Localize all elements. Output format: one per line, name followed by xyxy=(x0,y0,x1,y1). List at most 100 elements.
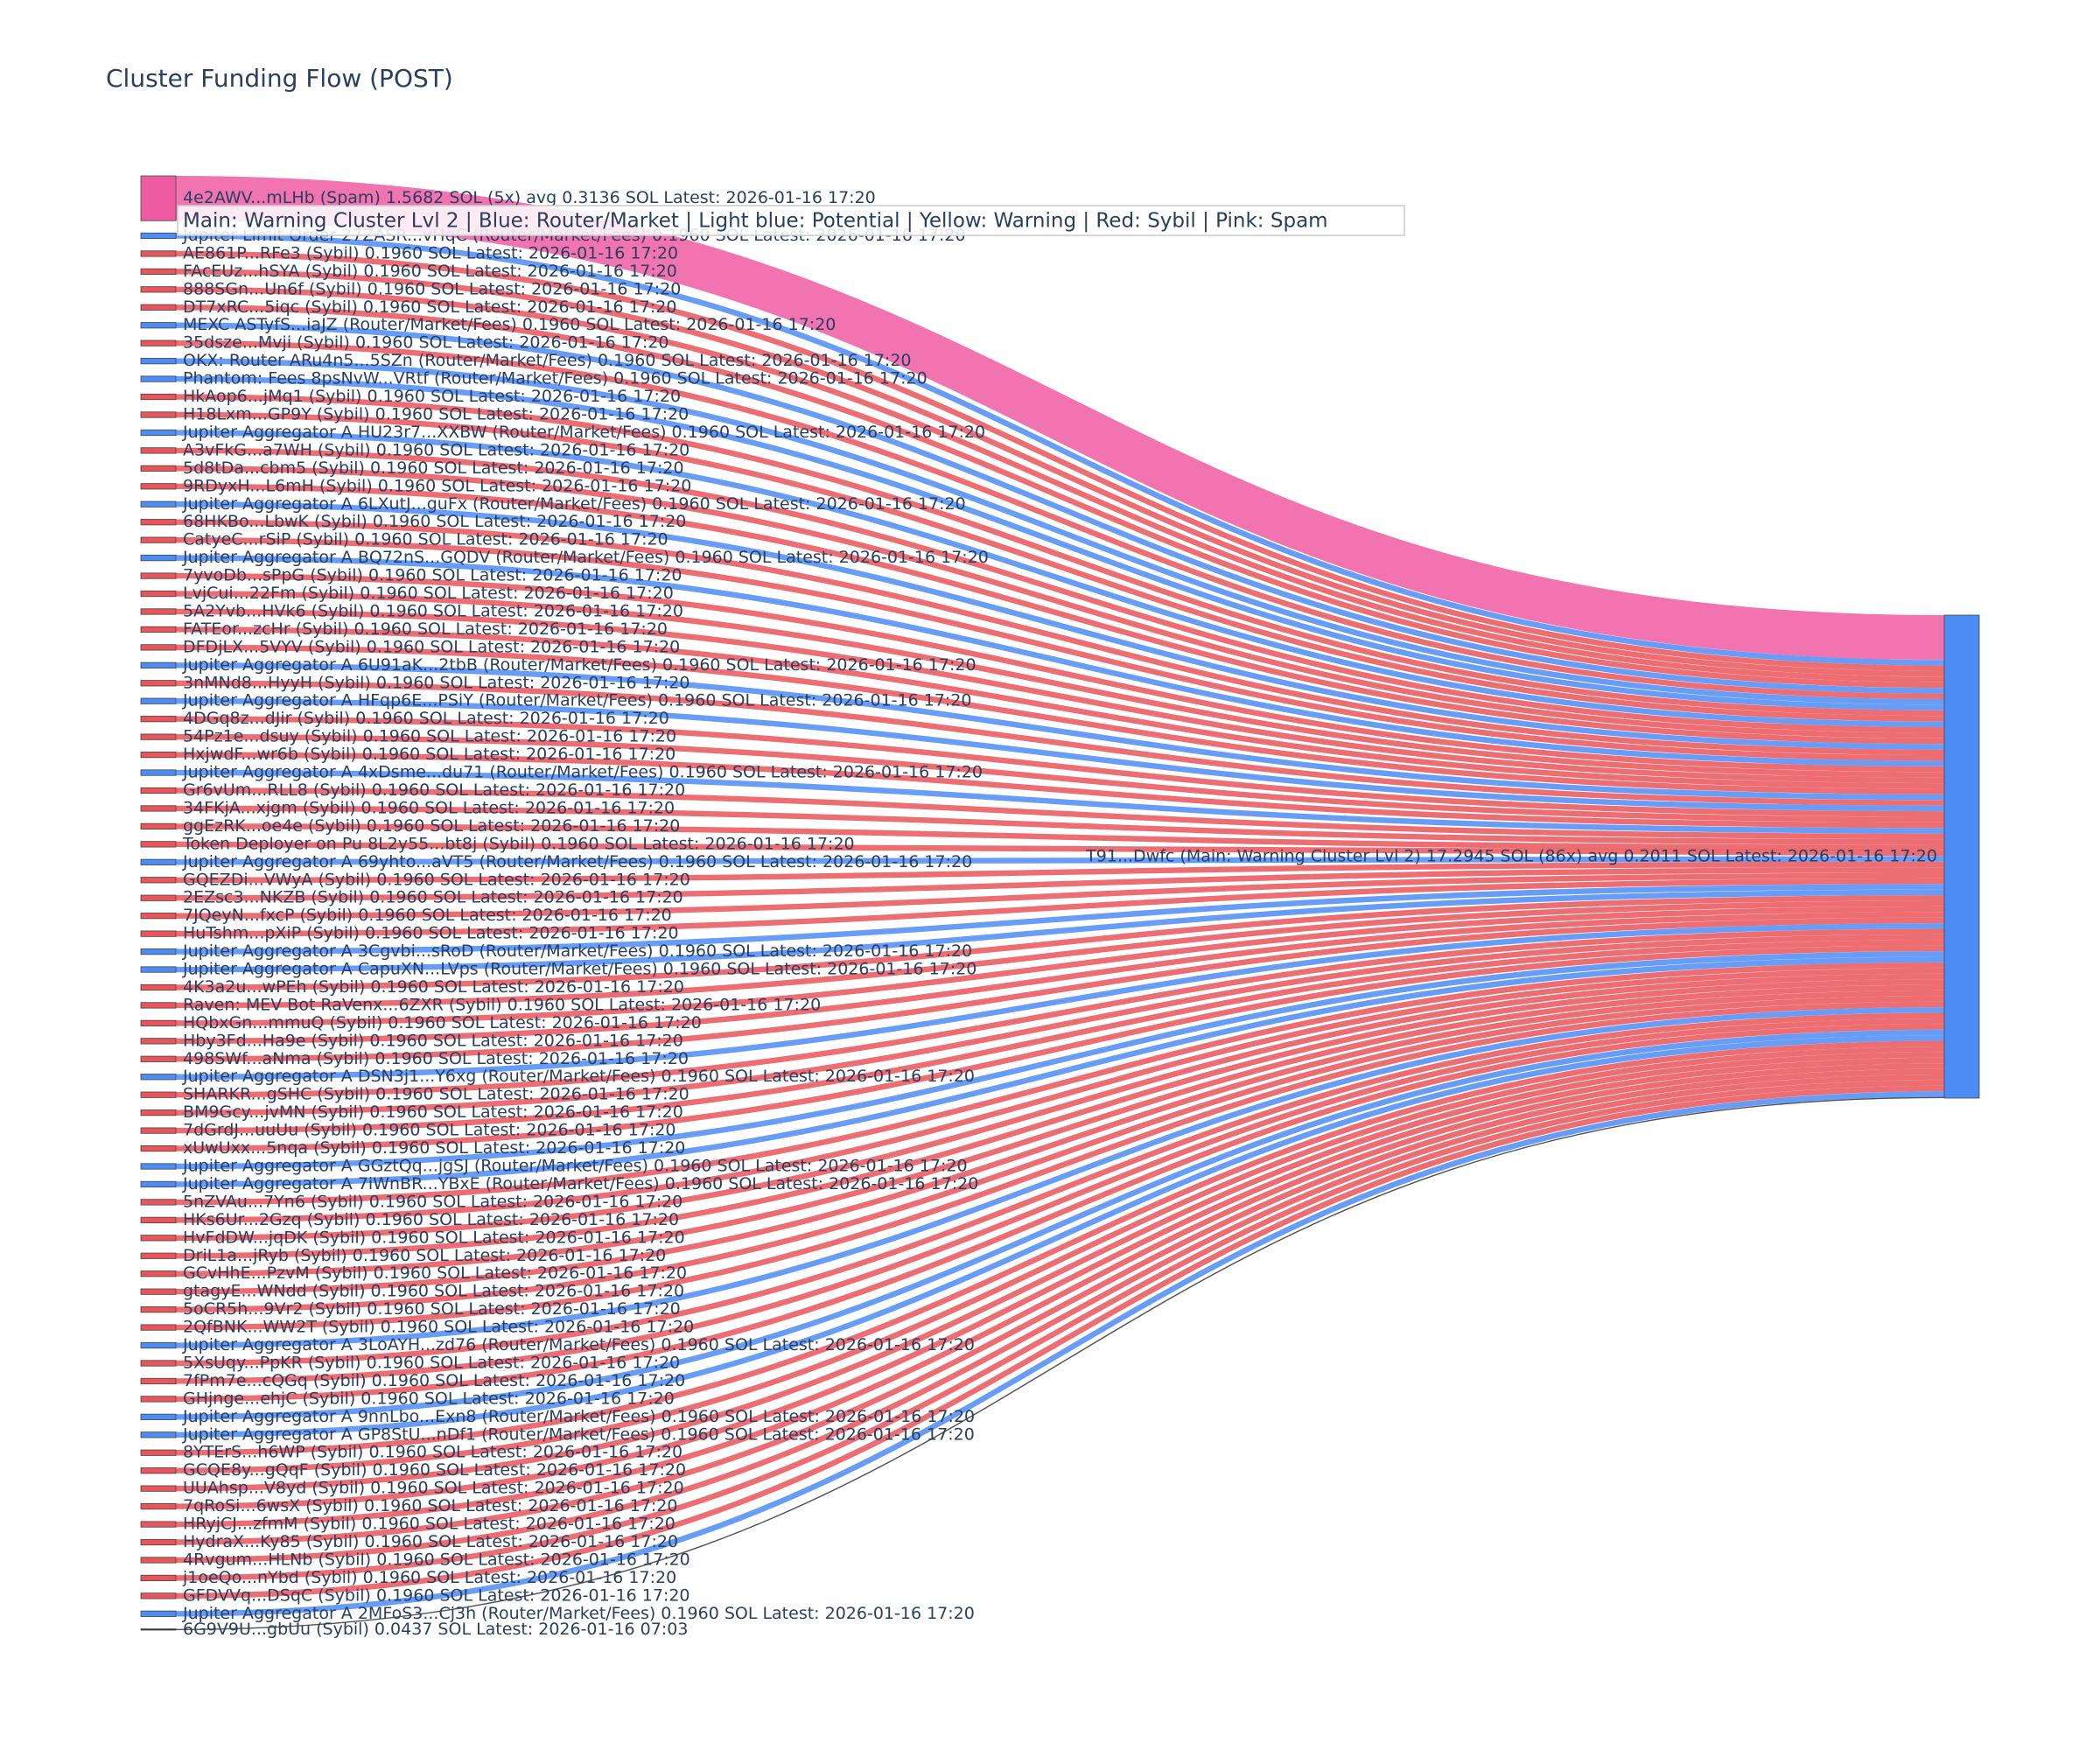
flow-link xyxy=(175,1057,1945,1509)
flow-link xyxy=(175,984,1945,1277)
source-node xyxy=(140,626,177,634)
source-node xyxy=(140,1432,177,1438)
source-node xyxy=(140,644,177,651)
node-label: Raven: MEV Bot RaVenx...6ZXR (Sybil) 0.1… xyxy=(183,995,821,1014)
node-label: DriL1a...jRyb (Sybil) 0.1960 SOL Latest:… xyxy=(183,1246,666,1265)
node-label: HKs6Ur...2Gzq (Sybil) 0.1960 SOL Latest:… xyxy=(183,1210,679,1229)
flow-link xyxy=(175,698,1945,812)
source-node xyxy=(140,590,177,598)
flow-link xyxy=(175,872,1945,919)
node-label: Jupiter Aggregator A CapuXN...LVps (Rout… xyxy=(182,960,976,979)
source-node xyxy=(140,1538,177,1546)
labels: 4e2AWV...mLHb (Spam) 1.5682 SOL (5x) avg… xyxy=(182,188,1937,1639)
source-node xyxy=(140,805,177,812)
source-node xyxy=(140,1055,177,1062)
flow-link xyxy=(175,889,1945,973)
source-node xyxy=(140,1074,177,1081)
source-node xyxy=(140,1091,177,1098)
flow-link xyxy=(175,411,1945,722)
source-node xyxy=(140,1110,177,1116)
node-label: xUwUxx...5nqa (Sybil) 0.1960 SOL Latest:… xyxy=(183,1138,685,1158)
flow-link xyxy=(175,608,1945,784)
source-node xyxy=(140,268,177,275)
node-label: 9RDyxH...L6mH (Sybil) 0.1960 SOL Latest:… xyxy=(183,476,691,495)
flow-link xyxy=(175,1052,1945,1492)
node-label: Jupiter Aggregator A HFqp6E...PSiY (Rout… xyxy=(182,691,971,710)
flow-link xyxy=(175,680,1945,806)
source-node xyxy=(140,1503,177,1510)
source-node xyxy=(140,1019,177,1026)
node-label: 7yvoDb...sPpG (Sybil) 0.1960 SOL Latest:… xyxy=(183,566,682,585)
flow-link xyxy=(175,322,1945,694)
source-node xyxy=(140,1485,177,1492)
flow-link xyxy=(175,923,1945,1080)
node-label: Jupiter Aggregator A 6LXutJ...guFx (Rout… xyxy=(182,494,966,514)
flow-link xyxy=(175,555,1945,766)
flow-link xyxy=(175,626,1945,789)
flow-link xyxy=(175,358,1945,705)
source-node xyxy=(140,1199,177,1206)
flow-link xyxy=(175,536,1945,761)
node-label: 5oCR5h...9Vr2 (Sybil) 0.1960 SOL Latest:… xyxy=(183,1299,681,1319)
source-node xyxy=(140,1270,177,1278)
node-label: GFDVVq...DSqC (Sybil) 0.1960 SOL Latest:… xyxy=(183,1586,690,1605)
source-node xyxy=(140,1002,177,1009)
flow-link xyxy=(175,940,1945,1134)
node-label: 7JQeyN...fxcP (Sybil) 0.1960 SOL Latest:… xyxy=(183,906,672,925)
chart-title: Cluster Funding Flow (POST) xyxy=(106,64,453,93)
node-label: 34FKjA...xjgm (Sybil) 0.1960 SOL Latest:… xyxy=(183,798,675,817)
node-label: MEXC ASTyfS...iaJZ (Router/Market/Fees) … xyxy=(183,315,836,334)
source-node xyxy=(140,500,177,508)
source-node xyxy=(140,877,177,884)
node-label: Jupiter Aggregator A 4xDsme...du71 (Rout… xyxy=(182,763,983,782)
source-node xyxy=(140,1341,177,1349)
flow-link xyxy=(175,269,1945,677)
node-label: GQEZDi...VWyA (Sybil) 0.1960 SOL Latest:… xyxy=(183,870,690,889)
source-node xyxy=(140,536,177,543)
node-label: Jupiter Aggregator A 7iWnBR...YBxE (Rout… xyxy=(182,1174,978,1194)
flow-link xyxy=(175,990,1945,1295)
source-node xyxy=(140,519,177,526)
flow-link xyxy=(175,895,1945,990)
flow-link xyxy=(175,1029,1945,1420)
source-node xyxy=(140,232,177,240)
flow-link xyxy=(175,928,1945,1098)
flow-link xyxy=(175,951,1945,1170)
source-node xyxy=(140,1467,177,1474)
source-node xyxy=(140,1574,177,1582)
source-node xyxy=(140,608,177,615)
node-label: FAcEUz...hSYA (Sybil) 0.1960 SOL Latest:… xyxy=(183,262,677,281)
node-label: H18Lxm...GP9Y (Sybil) 0.1960 SOL Latest:… xyxy=(183,404,689,424)
node-label: 6G9V9U...gbUu (Sybil) 0.0437 SOL Latest:… xyxy=(183,1620,688,1639)
source-node xyxy=(140,984,177,991)
flow-link xyxy=(175,934,1945,1116)
flow-link xyxy=(175,906,1945,1026)
node-label: DT7xRC...5iqc (Sybil) 0.1960 SOL Latest:… xyxy=(183,298,676,317)
flow-link xyxy=(175,769,1945,834)
source-node xyxy=(140,483,177,490)
source-node xyxy=(140,858,177,865)
source-node xyxy=(140,662,177,668)
source-node xyxy=(140,1396,177,1403)
source-node xyxy=(140,1413,177,1420)
flow-link xyxy=(175,250,1945,672)
node-label: HvFdDW...jqDK (Sybil) 0.1960 SOL Latest:… xyxy=(183,1228,685,1247)
node-label: Jupiter Aggregator A 3Cgvbi...sRoD (Rout… xyxy=(182,942,972,961)
flow-link xyxy=(175,1096,1945,1631)
source-node xyxy=(140,948,177,956)
node-label: 8YTErS...h6WP (Sybil) 0.1960 SOL Latest:… xyxy=(183,1443,682,1462)
node-label: CatyeC...rSiP (Sybil) 0.1960 SOL Latest:… xyxy=(183,530,668,550)
flow-link xyxy=(175,716,1945,817)
flow-link xyxy=(175,996,1945,1312)
node-label: 498SWf...aNma (Sybil) 0.1960 SOL Latest:… xyxy=(183,1049,689,1068)
flow-link xyxy=(175,861,1945,883)
source-node xyxy=(140,822,177,830)
flow-link xyxy=(175,823,1945,850)
source-node xyxy=(140,733,177,740)
node-label: Gr6vUm...RLL8 (Sybil) 0.1960 SOL Latest:… xyxy=(183,780,685,800)
flow-link xyxy=(175,1063,1945,1528)
source-node xyxy=(140,1628,177,1631)
source-node xyxy=(140,1180,177,1188)
flow-link xyxy=(175,286,1945,682)
source-node xyxy=(140,1557,177,1564)
